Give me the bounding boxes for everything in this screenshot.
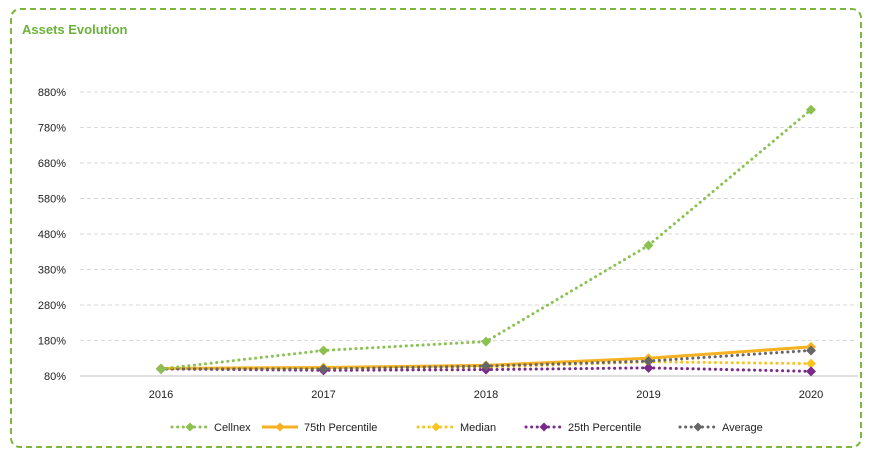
data-point [806,345,816,356]
legend-item-25th-percentile: 25th Percentile [524,422,641,434]
data-point [481,361,491,372]
data-point [481,336,491,347]
y-tick-label: 380% [38,265,66,277]
x-tick-label: 2020 [799,389,823,401]
data-point [806,358,816,369]
chart-title: Assets Evolution [22,22,128,37]
y-tick-label: 180% [38,336,66,348]
y-axis-ticks: 80% 180% 280% 380% 480% 580% 680% 780% 880% [38,87,66,383]
legend: Cellnex 75th Percentile Median 25th Percent… [170,422,763,434]
legend-marker [539,422,549,432]
data-point [318,363,329,374]
legend-item-average: Average [678,422,763,434]
y-tick-label: 80% [44,371,66,383]
legend-marker [693,422,703,432]
legend-label: Average [722,422,763,434]
x-tick-label: 2019 [636,389,660,401]
series-cellnex [156,104,816,374]
legend-marker [431,422,441,432]
series-line [159,108,813,371]
y-tick-label: 480% [38,229,66,241]
legend-item-75th-percentile: 75th Percentile [262,422,377,434]
y-tick-label: 280% [38,300,66,312]
data-point [806,104,816,115]
legend-label: Cellnex [214,422,251,434]
x-tick-label: 2016 [149,389,173,401]
data-point [643,356,654,367]
series-layer [156,104,816,377]
y-tick-label: 780% [38,123,66,135]
data-point [156,363,166,374]
legend-marker [275,422,285,432]
data-point [806,366,816,377]
x-tick-label: 2017 [311,389,335,401]
data-point [643,240,654,251]
legend-label: 25th Percentile [568,422,641,434]
gridlines [80,91,858,377]
legend-label: 75th Percentile [304,422,377,434]
legend-item-median: Median [416,422,496,434]
data-point [318,345,329,356]
x-axis-ticks: 2016 2017 2018 2019 2020 [149,389,823,401]
y-tick-label: 880% [38,87,66,99]
x-tick-label: 2018 [474,389,498,401]
legend-item-cellnex: Cellnex [170,422,251,434]
y-tick-label: 680% [38,158,66,170]
legend-label: Median [460,422,496,434]
series-average [156,345,816,374]
data-point [643,362,654,373]
chart-card [10,8,862,448]
legend-marker [185,422,195,432]
y-tick-label: 580% [38,194,66,206]
